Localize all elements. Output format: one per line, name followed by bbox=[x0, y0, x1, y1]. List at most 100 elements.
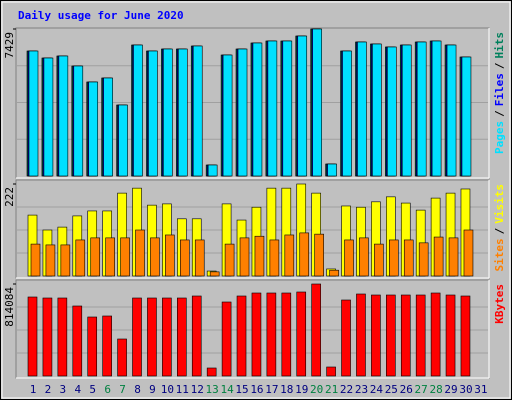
x-tick-label: 13 bbox=[206, 383, 219, 396]
bar bbox=[342, 50, 352, 177]
bar bbox=[267, 40, 278, 177]
bar bbox=[75, 239, 86, 277]
legend-entry: Sites bbox=[493, 238, 506, 271]
bar bbox=[372, 43, 382, 177]
legend-separator: / bbox=[493, 227, 506, 234]
bar bbox=[344, 239, 354, 277]
bar bbox=[90, 237, 101, 277]
bar bbox=[180, 239, 190, 277]
bar bbox=[266, 292, 277, 377]
bar bbox=[403, 239, 414, 277]
x-tick-label: 4 bbox=[74, 383, 81, 396]
bar bbox=[252, 42, 263, 177]
legend: Pages / Files / Hits bbox=[493, 32, 506, 154]
bar bbox=[133, 44, 143, 177]
bar bbox=[132, 297, 142, 377]
bar bbox=[165, 234, 175, 277]
bar bbox=[371, 294, 381, 377]
legend-entry: Hits bbox=[493, 32, 506, 59]
bar bbox=[194, 239, 205, 277]
bar bbox=[42, 297, 53, 377]
bar bbox=[254, 235, 265, 277]
bar bbox=[88, 81, 99, 177]
bar bbox=[269, 239, 280, 277]
bar bbox=[72, 305, 83, 377]
bar bbox=[239, 237, 250, 277]
bar bbox=[177, 297, 187, 377]
bar bbox=[105, 237, 115, 277]
bar bbox=[433, 236, 444, 277]
bar bbox=[297, 35, 308, 177]
bar bbox=[118, 104, 128, 177]
x-tick-label: 22 bbox=[340, 383, 353, 396]
bar bbox=[312, 28, 322, 177]
y-tick-label: 7429 bbox=[3, 32, 16, 59]
bar bbox=[401, 44, 412, 177]
bar bbox=[162, 297, 172, 377]
bar bbox=[299, 232, 310, 277]
bar bbox=[359, 237, 369, 277]
bar bbox=[191, 295, 202, 377]
bar bbox=[102, 315, 112, 377]
bar bbox=[135, 229, 145, 277]
bar bbox=[445, 294, 456, 377]
bar bbox=[386, 294, 396, 377]
bar bbox=[374, 243, 384, 277]
bar bbox=[103, 77, 113, 177]
bar bbox=[461, 56, 472, 177]
bar bbox=[207, 164, 218, 177]
x-tick-label: 5 bbox=[89, 383, 96, 396]
x-tick-label: 16 bbox=[250, 383, 263, 396]
bar bbox=[389, 239, 399, 277]
bar bbox=[43, 57, 54, 177]
x-tick-label: 1 bbox=[30, 383, 37, 396]
x-tick-label: 15 bbox=[235, 383, 248, 396]
y-tick-label: 222 bbox=[3, 187, 16, 207]
bar bbox=[341, 299, 351, 377]
bar bbox=[356, 293, 366, 377]
bar bbox=[224, 243, 235, 277]
bar bbox=[329, 269, 339, 277]
bar bbox=[400, 294, 411, 377]
bar bbox=[28, 50, 39, 177]
x-tick-label: 31 bbox=[474, 383, 487, 396]
bar bbox=[206, 367, 217, 377]
bar bbox=[431, 40, 442, 177]
bar bbox=[281, 292, 292, 377]
bar bbox=[221, 301, 232, 377]
bar bbox=[209, 271, 220, 277]
bar bbox=[117, 338, 127, 377]
bar bbox=[57, 297, 68, 377]
x-tick-label: 17 bbox=[265, 383, 278, 396]
bar bbox=[387, 46, 397, 177]
bar bbox=[296, 291, 307, 377]
x-tick-label: 2 bbox=[45, 383, 52, 396]
bar bbox=[73, 65, 84, 177]
y-tick-label: 814084 bbox=[3, 287, 16, 327]
x-tick-label: 11 bbox=[176, 383, 189, 396]
legend-entry: Pages bbox=[493, 121, 506, 154]
x-tick-label: 21 bbox=[325, 383, 338, 396]
bar bbox=[58, 55, 69, 177]
x-tick-label: 28 bbox=[429, 383, 442, 396]
x-tick-label: 25 bbox=[385, 383, 398, 396]
bar bbox=[27, 296, 38, 377]
bar bbox=[45, 244, 56, 277]
legend-separator: / bbox=[493, 62, 506, 69]
x-tick-label: 10 bbox=[161, 383, 174, 396]
x-tick-label: 30 bbox=[459, 383, 472, 396]
bar bbox=[282, 40, 293, 177]
bar bbox=[448, 237, 459, 277]
x-tick-label: 14 bbox=[220, 383, 234, 396]
bar bbox=[251, 292, 262, 377]
bar bbox=[314, 233, 324, 277]
bar bbox=[222, 54, 233, 177]
bar bbox=[147, 297, 157, 377]
x-tick-label: 12 bbox=[191, 383, 204, 396]
bar bbox=[284, 234, 295, 277]
bar bbox=[418, 242, 429, 277]
bar bbox=[311, 283, 321, 377]
legend-entry: KBytes bbox=[493, 284, 506, 324]
